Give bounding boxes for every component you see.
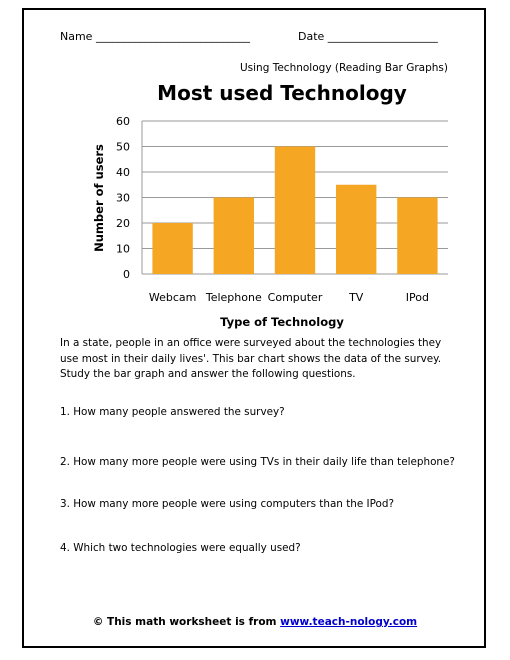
worksheet-subtitle: Using Technology (Reading Bar Graphs)	[239, 62, 448, 74]
question-4: 4. Which two technologies were equally u…	[60, 542, 301, 554]
footer-text: © This math worksheet is from	[92, 616, 281, 628]
x-tick-label: Webcam	[149, 291, 197, 304]
x-axis-label: Type of Technology	[220, 315, 344, 329]
bar-telephone	[213, 197, 254, 274]
x-tick-label: Telephone	[205, 291, 262, 304]
y-tick-label: 60	[116, 115, 130, 128]
question-2: 2. How many more people were using TVs i…	[60, 456, 455, 468]
y-tick-label: 10	[116, 243, 130, 256]
x-tick-label: TV	[348, 291, 364, 304]
page-border	[22, 8, 486, 648]
y-tick-label: 50	[116, 141, 130, 154]
footer-credit: © This math worksheet is from www.teach-…	[0, 616, 510, 628]
y-tick-label: 20	[116, 217, 130, 230]
y-tick-label: 30	[116, 192, 130, 205]
footer-link[interactable]: www.teach-nology.com	[280, 616, 418, 628]
date-field[interactable]: Date ____________________	[298, 30, 438, 43]
bar-computer	[274, 146, 316, 274]
bar-ipod	[397, 197, 438, 274]
question-3: 3. How many more people were using compu…	[60, 498, 394, 510]
y-axis-label: Number of users	[92, 144, 106, 252]
name-field[interactable]: Name ____________________________	[60, 30, 250, 43]
y-tick-label: 0	[123, 268, 130, 281]
question-1: 1. How many people answered the survey?	[60, 406, 285, 418]
bar-tv	[336, 184, 377, 274]
chart-title: Most used Technology	[157, 81, 407, 105]
intro-paragraph: In a state, people in an office were sur…	[60, 337, 442, 380]
x-tick-label: Computer	[268, 291, 323, 304]
bar-chart: Most used Technology 0 10 20 30 40 50 60 Webcam…	[92, 81, 448, 329]
y-tick-label: 40	[116, 166, 130, 179]
x-tick-label: IPod	[406, 291, 429, 304]
bar-webcam	[152, 223, 193, 274]
